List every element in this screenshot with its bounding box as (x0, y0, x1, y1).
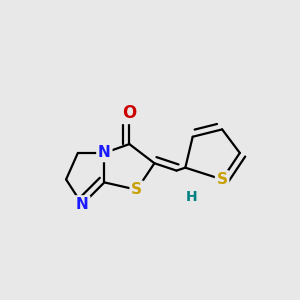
Text: S: S (131, 182, 142, 197)
Text: S: S (217, 172, 228, 187)
Text: N: N (98, 146, 111, 160)
Text: O: O (122, 104, 136, 122)
Text: N: N (76, 197, 89, 212)
Text: H: H (185, 190, 197, 204)
